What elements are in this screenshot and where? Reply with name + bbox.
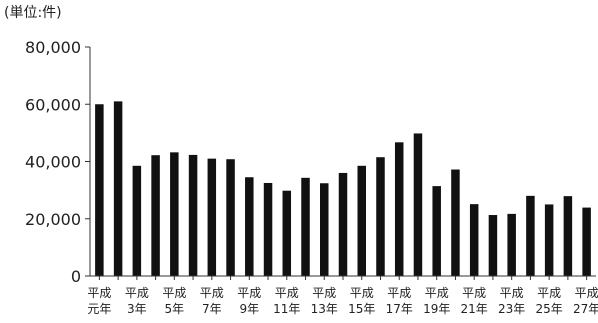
bar	[582, 207, 591, 276]
x-tick-label-line1: 平成	[387, 286, 411, 300]
x-tick-label-line1: 平成	[200, 286, 224, 300]
x-tick-label-line1: 平成	[125, 286, 149, 300]
unit-label: (単位:件)	[4, 5, 62, 21]
x-tick-label-line1: 平成	[575, 286, 598, 300]
x-tick-label-line1: 平成	[350, 286, 374, 300]
y-tick-label: 0	[71, 267, 81, 286]
y-tick-label: 40,000	[25, 153, 81, 172]
x-tick-label-line2: 25年	[536, 302, 563, 316]
x-tick-label-line1: 平成	[425, 286, 449, 300]
bar	[263, 182, 273, 276]
bar	[188, 154, 198, 276]
x-tick-label-line2: 元年	[87, 302, 111, 316]
x-tick-label-line1: 平成	[312, 286, 336, 300]
x-tick-label-line1: 平成	[87, 286, 111, 300]
bar	[207, 158, 217, 276]
y-axis: 0 20,000 40,000 60,000 80,000	[25, 38, 91, 286]
y-tick-label: 60,000	[25, 95, 81, 114]
bar	[526, 195, 535, 276]
bar	[469, 204, 479, 276]
x-tick-label-line2: 21年	[461, 302, 488, 316]
x-tick-label-line2: 7年	[202, 302, 222, 316]
x-tick-label-line1: 平成	[537, 286, 561, 300]
bar	[338, 172, 348, 276]
x-tick-label-line2: 9年	[239, 302, 259, 316]
bar	[170, 152, 179, 276]
x-tick-label-line2: 23年	[498, 302, 525, 316]
bar	[132, 165, 142, 276]
bar	[357, 165, 366, 276]
bars	[95, 101, 591, 276]
y-tick-label: 20,000	[25, 210, 81, 229]
x-tick-label-line2: 11年	[273, 302, 300, 316]
bar	[282, 190, 292, 276]
x-tick-label-line2: 27年	[573, 302, 598, 316]
bar	[507, 213, 516, 276]
x-tick-label-line1: 平成	[162, 286, 186, 300]
bar	[320, 183, 329, 276]
x-tick-label-line2: 17年	[386, 302, 413, 316]
y-tick-label: 80,000	[25, 38, 81, 57]
bar	[301, 177, 310, 276]
bar	[544, 204, 554, 276]
bar	[95, 104, 104, 276]
bar	[394, 142, 404, 276]
x-tick-label-line2: 15年	[348, 302, 375, 316]
x-tick-label-line1: 平成	[275, 286, 299, 300]
x-tick-label-line2: 5年	[165, 302, 185, 316]
bar	[432, 186, 441, 276]
bar	[413, 133, 423, 276]
bar	[151, 155, 160, 276]
x-tick-label-line1: 平成	[462, 286, 486, 300]
x-axis: 平成元年平成3年平成5年平成7年平成9年平成11年平成13年平成15年平成17年…	[87, 275, 598, 316]
bar	[451, 169, 460, 276]
x-tick-label-line1: 平成	[500, 286, 524, 300]
x-tick-label-line2: 13年	[311, 302, 338, 316]
bar	[226, 159, 235, 276]
bar	[245, 177, 254, 276]
x-tick-label-line2: 3年	[127, 302, 147, 316]
x-tick-label-line1: 平成	[237, 286, 261, 300]
bar	[488, 215, 498, 276]
bar	[563, 196, 573, 276]
bar	[113, 101, 123, 276]
x-tick-label-line2: 19年	[423, 302, 450, 316]
bar	[376, 157, 385, 276]
